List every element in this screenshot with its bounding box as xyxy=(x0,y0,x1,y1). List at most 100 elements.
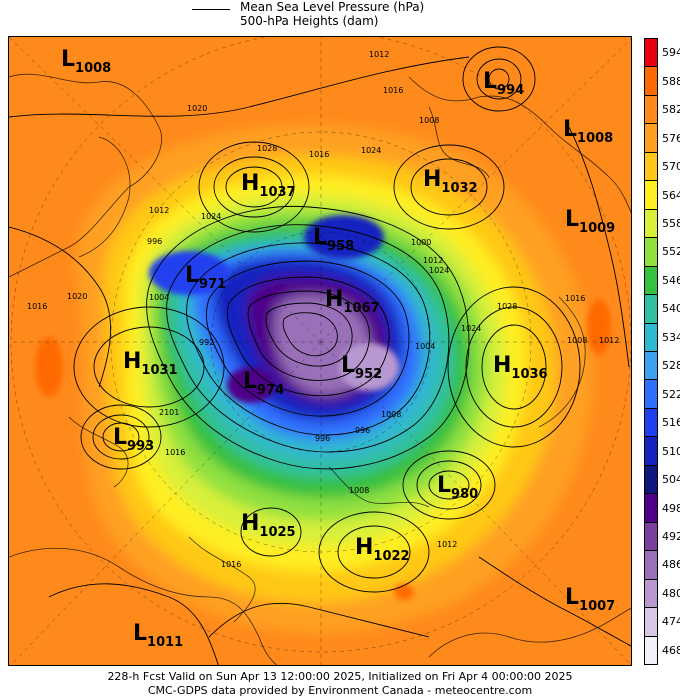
scale-tick-492: 492 xyxy=(662,529,680,543)
isobar-label-24: 1012 xyxy=(423,256,443,265)
low-pressure-993: L993 xyxy=(113,425,154,454)
high-pressure-1025: H1025 xyxy=(241,511,296,540)
low-pressure-1007: L1007 xyxy=(565,585,615,614)
isobar-label-27: 996 xyxy=(355,426,370,435)
system-type-letter: H xyxy=(355,535,374,560)
system-type-letter: H xyxy=(241,511,260,536)
system-type-letter: L xyxy=(185,263,200,288)
isobar-label-6: 996 xyxy=(147,237,162,246)
system-pressure-value: 974 xyxy=(257,383,285,398)
scale-swatch-534 xyxy=(644,322,658,352)
system-pressure-value: 1032 xyxy=(441,181,478,196)
isobar-label-11: 1000 xyxy=(411,238,431,247)
isobar-label-25: 1008 xyxy=(381,410,401,419)
scale-swatch-504 xyxy=(644,464,658,495)
scale-tick-468: 468 xyxy=(662,643,680,657)
isobar-label-16: 1008 xyxy=(567,336,587,345)
isobar-label-17: 1016 xyxy=(309,150,329,159)
vortex-971 xyxy=(149,251,229,295)
scale-swatch-570 xyxy=(644,151,658,182)
scale-tick-576: 576 xyxy=(662,131,680,145)
isobar-label-2: 1020 xyxy=(187,104,207,113)
system-type-letter: H xyxy=(325,287,344,312)
isobar-label-12: 1024 xyxy=(429,266,449,275)
scale-tick-528: 528 xyxy=(662,359,680,373)
system-pressure-value: 1025 xyxy=(259,525,296,540)
isobar-label-22: 1012 xyxy=(437,540,457,549)
system-type-letter: L xyxy=(113,425,128,450)
data-source-text: CMC-GDPS data provided by Environment Ca… xyxy=(147,684,533,697)
system-pressure-value: 980 xyxy=(451,487,479,502)
isobar-label-29: 2101 xyxy=(159,408,179,417)
weather-map: 1012 1016 1020 1028 1024 1012 996 1004 1… xyxy=(8,36,632,666)
isobar-label-20: 996 xyxy=(315,434,330,443)
scale-tick-486: 486 xyxy=(662,558,680,572)
scale-tick-510: 510 xyxy=(662,444,680,458)
scale-swatch-468 xyxy=(644,635,658,665)
isobar-label-8: 1024 xyxy=(201,212,221,221)
scale-tick-582: 582 xyxy=(662,103,680,117)
system-type-letter: L xyxy=(341,353,356,378)
system-pressure-value: 1037 xyxy=(259,185,296,200)
system-pressure-value: 994 xyxy=(497,83,525,98)
isobar-label-9: 1016 xyxy=(27,302,47,311)
scale-swatch-540 xyxy=(644,294,658,324)
red-spot-left xyxy=(35,337,63,397)
scale-swatch-480 xyxy=(644,578,658,609)
scale-swatch-582 xyxy=(644,94,658,125)
system-pressure-value: 1067 xyxy=(343,301,380,316)
scale-swatch-546 xyxy=(644,265,658,296)
isobar-label-23: 1016 xyxy=(221,560,241,569)
system-pressure-value: 993 xyxy=(127,439,155,454)
low-pressure-952: L952 xyxy=(341,353,382,382)
isobar-label-15: 1012 xyxy=(599,336,619,345)
scale-swatch-486 xyxy=(644,550,658,580)
high-pressure-1036: H1036 xyxy=(493,355,548,382)
system-pressure-value: 1022 xyxy=(373,549,410,564)
low-pressure-1008-nw: L1008 xyxy=(61,47,111,76)
scale-swatch-588 xyxy=(644,66,658,96)
low-pressure-1011: L1011 xyxy=(133,623,183,650)
system-type-letter: H xyxy=(241,171,260,196)
scale-swatch-522 xyxy=(644,379,658,409)
high-pressure-1032: H1032 xyxy=(423,169,478,196)
system-type-letter: L xyxy=(565,585,580,610)
scale-tick-474: 474 xyxy=(662,615,680,629)
system-type-letter: L xyxy=(243,369,258,394)
scale-swatch-576 xyxy=(644,123,658,153)
isobar-label-14: 1020 xyxy=(67,292,87,301)
scale-tick-588: 588 xyxy=(662,74,680,88)
system-type-letter: H xyxy=(123,349,142,374)
isobar-label-3: 1028 xyxy=(257,144,277,153)
isobar-line-sample xyxy=(192,9,230,10)
system-pressure-value: 971 xyxy=(199,277,227,292)
isobar-labels: 1012 1016 1020 1028 1024 1012 996 1004 1… xyxy=(27,50,619,569)
scale-tick-558: 558 xyxy=(662,216,680,230)
isobar-label-7: 1004 xyxy=(149,293,169,302)
scale-swatch-564 xyxy=(644,180,658,210)
system-type-letter: L xyxy=(565,207,580,232)
low-pressure-980: L980 xyxy=(437,475,478,502)
system-type-letter: L xyxy=(483,69,498,94)
isobar-label-19: 1024 xyxy=(461,324,481,333)
scale-tick-522: 522 xyxy=(662,387,680,401)
vortex-952 xyxy=(339,343,399,391)
scale-tick-570: 570 xyxy=(662,160,680,174)
system-type-letter: L xyxy=(61,47,76,72)
isobar-label-4: 1024 xyxy=(361,146,381,155)
high-pressure-1037: H1037 xyxy=(241,171,296,200)
scale-tick-498: 498 xyxy=(662,501,680,515)
map-footer: 228-h Fcst Valid on Sun Apr 13 12:00:00 … xyxy=(0,670,680,698)
scale-tick-594: 594 xyxy=(662,46,680,60)
system-pressure-value: 1036 xyxy=(511,367,548,382)
isobar-label-10: 1008 xyxy=(419,116,439,125)
latlon-grid xyxy=(9,37,631,665)
isobar-label-18: 1028 xyxy=(497,302,517,311)
scale-tick-540: 540 xyxy=(662,302,680,316)
legend-mslp-label: Mean Sea Level Pressure (hPa) xyxy=(240,0,425,14)
legend-heights-label: 500-hPa Heights (dam) xyxy=(240,14,379,28)
isobar-label-1: 1016 xyxy=(383,86,403,95)
scale-tick-552: 552 xyxy=(662,245,680,259)
scale-swatch-552 xyxy=(644,237,658,267)
isobar-label-13: 1016 xyxy=(565,294,585,303)
